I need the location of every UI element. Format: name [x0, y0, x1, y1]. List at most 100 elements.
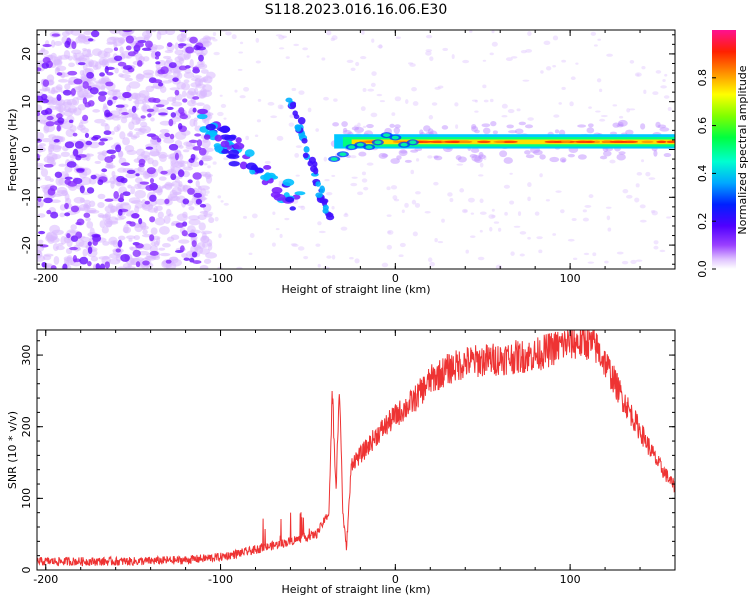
heatmap-cell [303, 146, 310, 153]
heatmap-cell [459, 188, 465, 193]
heatmap-cell [136, 60, 143, 67]
heatmap-cell [87, 38, 94, 42]
heatmap-cell [390, 158, 400, 164]
heatmap-cell [553, 114, 560, 118]
heatmap-cell [477, 256, 485, 261]
heatmap-cell [166, 208, 172, 217]
heatmap-cell [163, 55, 172, 60]
heatmap-cell [322, 204, 329, 211]
heatmap-cell [567, 153, 575, 158]
heatmap-cell [640, 159, 645, 163]
heatmap-cell [141, 243, 152, 251]
heatmap-cell [59, 212, 66, 218]
heatmap-cell [595, 110, 601, 113]
heatmap-cell [307, 160, 313, 167]
heatmap-cell [456, 163, 464, 166]
heatmap-cell [176, 213, 188, 222]
heatmap-cell [158, 225, 170, 235]
heatmap-cell [361, 178, 368, 183]
heatmap-cell [135, 173, 140, 177]
heatmap-cell [612, 122, 620, 128]
heatmap-cell [469, 235, 476, 239]
heatmap-cell [319, 185, 326, 194]
heatmap-cell [156, 237, 161, 246]
heatmap-cell [189, 36, 198, 44]
heatmap-cell [599, 155, 608, 160]
y-tick-label: 0 [20, 146, 33, 153]
heatmap-cell [82, 81, 89, 89]
heatmap-cell [629, 108, 636, 111]
heatmap-cell [76, 218, 85, 226]
heatmap-cell [592, 252, 597, 257]
heatmap-cell [201, 155, 213, 162]
colorbar-tick-label: 0.2 [696, 212, 709, 230]
heatmap-cell [220, 140, 230, 148]
heatmap-cell [479, 198, 484, 204]
heatmap-cell [271, 242, 276, 247]
heatmap-cell [79, 256, 89, 265]
heatmap-cell [249, 233, 255, 238]
heatmap-cell [639, 204, 646, 209]
heatmap-cell [67, 55, 73, 61]
heatmap-cell [394, 124, 401, 129]
heatmap-cell [48, 134, 57, 139]
snr-xlabel: Height of straight line (km) [281, 583, 430, 596]
heatmap-cell [46, 74, 55, 83]
heatmap-cell [381, 262, 389, 268]
heatmap-cell [199, 203, 207, 208]
heatmap-cell [131, 105, 137, 113]
heatmap-cell [150, 227, 158, 235]
heatmap-cell [220, 200, 224, 203]
heatmap-cell [237, 68, 243, 71]
x-tick-label: -200 [33, 573, 58, 586]
heatmap-cell [170, 222, 176, 227]
heatmap-cell [386, 214, 392, 217]
heatmap-cell [323, 266, 330, 269]
heatmap-cell [525, 48, 533, 53]
heatmap-cell [527, 117, 534, 121]
heatmap-cell [239, 41, 244, 45]
heatmap-cell [121, 112, 129, 116]
heatmap-cell [663, 95, 670, 99]
heatmap-cell [349, 257, 354, 260]
heatmap-cell [617, 119, 628, 127]
heatmap-cell [142, 260, 150, 266]
heatmap-cell [56, 186, 68, 195]
heatmap-cell [50, 265, 57, 269]
heatmap-cell [72, 132, 78, 137]
heatmap-cell [525, 154, 535, 159]
heatmap-cell [635, 183, 640, 188]
y-tick-label: 0 [20, 567, 33, 574]
heatmap-cell [477, 140, 491, 144]
heatmap-cell [168, 143, 179, 151]
heatmap-cell [113, 55, 123, 62]
heatmap-cell [113, 41, 118, 49]
heatmap-cell [667, 107, 672, 112]
heatmap-cell [606, 53, 613, 57]
heatmap-cell [174, 178, 181, 183]
heatmap-cell [92, 239, 98, 246]
heatmap-cell [491, 41, 498, 47]
heatmap-cell [257, 98, 262, 102]
heatmap-cell [102, 241, 110, 246]
heatmap-cell [125, 35, 135, 44]
heatmap-cell [189, 118, 196, 127]
heatmap-cell [492, 130, 498, 135]
heatmap-cell [100, 84, 106, 91]
heatmap-cell [203, 258, 212, 264]
heatmap-cell [144, 200, 150, 205]
heatmap-cell [552, 233, 557, 236]
heatmap-cell [158, 176, 167, 181]
heatmap-cell [522, 79, 530, 82]
heatmap-cell [120, 253, 130, 262]
heatmap-cell [230, 158, 238, 162]
heatmap-cell [94, 61, 102, 70]
heatmap-cell [212, 38, 218, 42]
heatmap-cell [64, 202, 69, 210]
heatmap-cell [331, 174, 336, 177]
heatmap-cell [203, 134, 211, 140]
heatmap-cell [192, 260, 202, 264]
heatmap-cell [198, 185, 210, 191]
heatmap-cell [136, 148, 146, 156]
heatmap-cell [348, 145, 356, 149]
